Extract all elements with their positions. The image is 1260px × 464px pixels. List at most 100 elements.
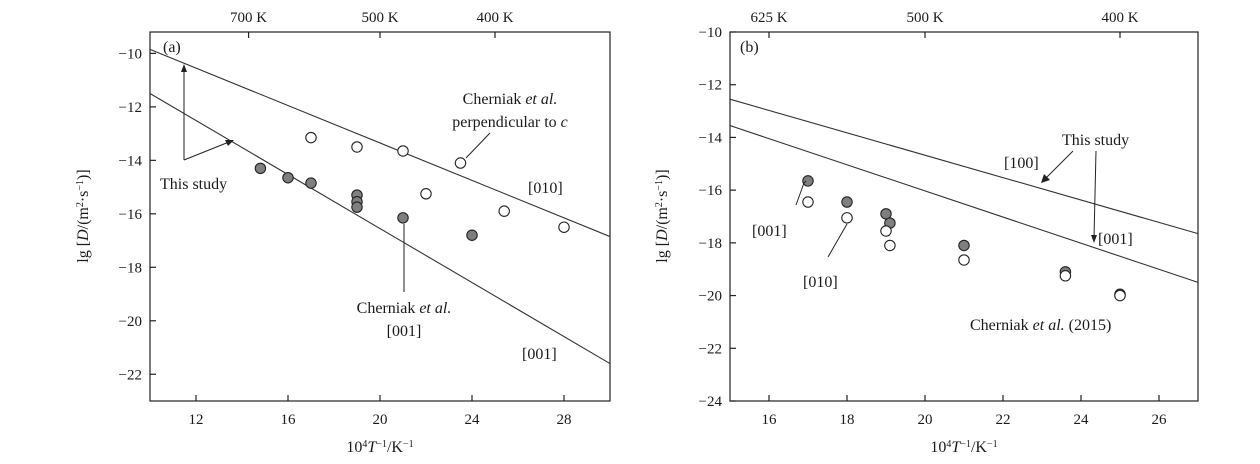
panel-b-this-study-label: This study bbox=[1062, 132, 1129, 149]
panel-a-open-point bbox=[558, 221, 570, 233]
panel-a-open-point bbox=[397, 145, 409, 157]
panel-b-fit-lines bbox=[729, 98, 1199, 283]
panel-a-filled-point bbox=[466, 229, 478, 241]
panel-b-frame bbox=[729, 31, 1199, 402]
panel-a-open-point bbox=[305, 131, 317, 144]
panel-b-xtick-label: 18 bbox=[840, 412, 855, 428]
panel-a-ytick-label: −16 bbox=[119, 207, 143, 223]
panel-b-filled-point bbox=[802, 175, 814, 187]
panel-b-ytick-label: −16 bbox=[699, 183, 723, 199]
panel-b-top-tick-label: 500 K bbox=[906, 10, 943, 26]
panel-a-filled-point bbox=[282, 171, 294, 184]
panel-b-pt-010-leader bbox=[827, 223, 848, 258]
panel-a-xtick-label: 12 bbox=[189, 412, 204, 428]
panel-a-cherniak-perp-line1: Cherniak et al. bbox=[463, 91, 558, 108]
panel-a-cherniak-001-line1: Cherniak et al. bbox=[357, 300, 452, 317]
panel-a-ytick-label: −12 bbox=[119, 100, 142, 116]
panel-a-arrowhead-right bbox=[225, 140, 234, 146]
panel-a-fit-lines bbox=[149, 48, 611, 365]
panel-b-ylabel: lg [D/(m2·s−1)] bbox=[654, 169, 672, 262]
panel-b-ytick-label: −10 bbox=[699, 25, 722, 41]
panel-b-ytick-label: −22 bbox=[699, 341, 722, 357]
panel-b-ytick-label: −24 bbox=[699, 394, 723, 410]
panel-b-pt-001-leader-b bbox=[803, 180, 807, 184]
panel-b-line-001-label: [001] bbox=[1098, 231, 1133, 248]
panel-a-ytick-label: −20 bbox=[119, 314, 142, 330]
panel-a-xtick-label: 20 bbox=[373, 412, 388, 428]
panel-a-open-point bbox=[420, 188, 432, 200]
panel-b-arrow-100 bbox=[1044, 150, 1074, 180]
panel-b-xtick-label: 24 bbox=[1074, 412, 1090, 428]
panel-a-xlabel: 104T−1/K−1 bbox=[346, 439, 413, 457]
panel-b-top-tick-label: 625 K bbox=[750, 10, 787, 26]
panel-b-xtick-label: 22 bbox=[996, 412, 1011, 428]
panel-a: 12 16 20 24 28 −10 −12 −14 −16 −18 −20 −22 700 K 500 … bbox=[75, 10, 611, 456]
panel-a-open-point bbox=[454, 157, 467, 169]
panel-b-xtick-label: 26 bbox=[1152, 412, 1168, 428]
panel-b-arrowhead-100 bbox=[1041, 174, 1050, 183]
panel-a-ylabel: lg [D/(m2·s−1)] bbox=[75, 169, 93, 262]
panel-a-ytick-label: −18 bbox=[119, 260, 142, 276]
panel-a-filled-point bbox=[397, 212, 409, 224]
panel-b-fit-line bbox=[729, 98, 1199, 235]
panel-a-arrowhead-up bbox=[181, 64, 187, 72]
panel-b-ytick-label: −18 bbox=[699, 236, 722, 252]
panel-a-ytick-label: −22 bbox=[119, 367, 142, 383]
panel-b-open-point bbox=[802, 196, 814, 208]
panel-b-line-100-label: [100] bbox=[1004, 155, 1039, 172]
panel-b-open-point bbox=[1114, 289, 1126, 302]
panel-a-label: (a) bbox=[163, 39, 181, 56]
panel-b-label: (b) bbox=[740, 39, 759, 56]
panel-b-arrowhead-001 bbox=[1091, 235, 1097, 243]
panel-a-cherniak-perp-line2: perpendicular to c bbox=[452, 114, 568, 131]
panel-b-xtick-label: 16 bbox=[762, 412, 778, 428]
panel-b-top-tick-label: 400 K bbox=[1101, 10, 1138, 26]
panel-a-top-tick-label: 700 K bbox=[230, 10, 267, 26]
panel-b-fit-line bbox=[729, 125, 1199, 283]
panel-b-ticks: 16 18 20 22 24 26 −10 −12 −14 −16 −18 −20 −22 −24 625 … bbox=[699, 10, 1167, 428]
panel-b-pt-010-label: [010] bbox=[803, 274, 838, 291]
panel-a-line-001-label: [001] bbox=[522, 346, 557, 363]
panel-a-filled-point bbox=[254, 162, 267, 175]
panel-a-ytick-label: −10 bbox=[119, 46, 142, 62]
panel-a-xtick-label: 16 bbox=[281, 412, 297, 428]
panel-b-ytick-label: −12 bbox=[699, 78, 722, 94]
panel-b-points bbox=[802, 175, 1126, 302]
panel-a-xtick-label: 28 bbox=[557, 412, 572, 428]
panel-b-filled-point bbox=[841, 196, 853, 208]
panel-b: 16 18 20 22 24 26 −10 −12 −14 −16 −18 −20 −22 −24 625 … bbox=[654, 10, 1199, 456]
panel-a-fit-line bbox=[149, 48, 611, 238]
panel-b-open-point bbox=[1059, 270, 1072, 282]
panel-b-cherniak-2015-label: Cherniak et al. (2015) bbox=[970, 317, 1111, 334]
panel-b-arrow-001 bbox=[1093, 150, 1097, 239]
panel-b-pt-001-label: [001] bbox=[752, 223, 787, 240]
panel-a-filled-point bbox=[351, 201, 363, 213]
panel-a-ticks: 12 16 20 24 28 −10 −12 −14 −16 −18 −20 −22 700 K 500 … bbox=[119, 10, 572, 428]
panel-a-line-010-label: [010] bbox=[528, 180, 563, 197]
panel-a-top-tick-label: 500 K bbox=[361, 10, 398, 26]
panel-b-open-point bbox=[880, 225, 892, 237]
panel-a-filled-point bbox=[305, 177, 317, 189]
panel-a-cherniak-001-line2: [001] bbox=[387, 323, 422, 340]
panel-b-pt-001-leader-a bbox=[795, 182, 805, 206]
panel-b-open-point bbox=[841, 212, 853, 224]
panel-a-open-point bbox=[498, 205, 510, 217]
panel-b-ytick-label: −20 bbox=[699, 289, 722, 305]
panel-a-ytick-label: −14 bbox=[119, 153, 143, 169]
panel-b-open-point bbox=[958, 254, 970, 266]
panel-a-points bbox=[254, 131, 570, 241]
panel-a-cherniak-perp-leader bbox=[465, 132, 491, 159]
panel-a-top-tick-label: 400 K bbox=[476, 10, 513, 26]
panel-a-this-study-arrow-right bbox=[183, 141, 230, 161]
panel-b-xlabel: 104T−1/K−1 bbox=[930, 439, 997, 457]
panel-a-open-point bbox=[351, 141, 363, 153]
panel-b-open-point bbox=[884, 239, 896, 252]
panel-b-ytick-label: −14 bbox=[699, 130, 723, 146]
panel-a-xtick-label: 24 bbox=[465, 412, 481, 428]
panel-a-this-study-label: This study bbox=[160, 176, 227, 193]
panel-b-xtick-label: 20 bbox=[918, 412, 933, 428]
panel-a-fit-line bbox=[149, 93, 611, 365]
panel-b-filled-point bbox=[958, 239, 970, 252]
